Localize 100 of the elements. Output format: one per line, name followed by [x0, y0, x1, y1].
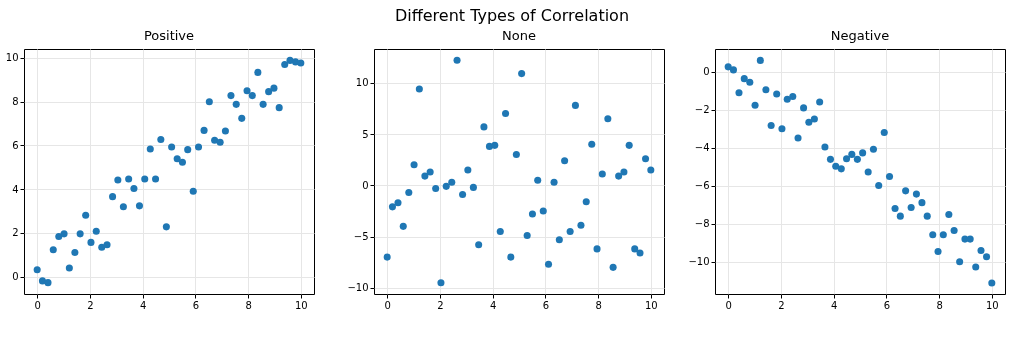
point [270, 84, 278, 92]
point [125, 175, 133, 183]
point [604, 115, 612, 123]
point [939, 231, 947, 239]
y-tick-label: −2 [694, 104, 710, 116]
point [221, 127, 229, 135]
point [49, 246, 57, 254]
point [778, 125, 786, 133]
point [988, 279, 996, 287]
point [544, 260, 553, 268]
x-tick-label: 4 [139, 299, 147, 311]
point [977, 246, 985, 255]
point [972, 263, 980, 271]
point [469, 183, 477, 191]
x-tick-label: 2 [87, 299, 94, 311]
point [800, 104, 808, 112]
point [109, 193, 117, 201]
point [826, 155, 835, 163]
point [173, 155, 181, 163]
point [399, 222, 407, 230]
point [902, 187, 910, 195]
point [232, 100, 240, 108]
point [38, 277, 46, 285]
point [636, 249, 644, 257]
point [724, 63, 732, 71]
y-tick-label: 10 [355, 77, 369, 89]
point [33, 266, 41, 274]
point [480, 123, 488, 131]
x-tick-label: 0 [384, 299, 391, 311]
point [740, 75, 748, 83]
x-tick-label: 8 [245, 299, 252, 311]
point [539, 207, 547, 215]
point [885, 172, 894, 180]
point [205, 98, 213, 106]
point [550, 178, 558, 186]
point [216, 138, 224, 146]
y-tick-label: 4 [12, 183, 19, 195]
y-tick-label: 8 [12, 96, 19, 107]
point [950, 227, 958, 235]
point [194, 143, 203, 151]
point [421, 172, 429, 180]
x-tick-label: 4 [830, 299, 838, 311]
point [832, 162, 840, 170]
point [837, 165, 845, 173]
point [71, 248, 79, 256]
point [254, 68, 262, 76]
y-tick-label: 6 [12, 139, 19, 151]
point [598, 170, 606, 178]
point [762, 86, 770, 94]
text: Different Types of Correlation [394, 6, 630, 25]
y-tick-label: 10 [5, 52, 19, 64]
point [388, 203, 396, 211]
point [912, 190, 920, 198]
point [577, 221, 585, 229]
point [891, 205, 899, 213]
point [60, 230, 68, 238]
point [119, 203, 127, 211]
x-tick-label: 6 [542, 299, 550, 311]
point [512, 151, 520, 159]
point [620, 168, 628, 176]
point [442, 182, 450, 190]
point [647, 166, 655, 174]
point [642, 155, 650, 163]
point [816, 98, 824, 106]
point [491, 141, 499, 149]
point [746, 78, 754, 86]
point [248, 92, 256, 100]
point [98, 243, 106, 251]
point [178, 158, 186, 166]
point [437, 279, 445, 287]
point [923, 212, 931, 220]
y-tick-label: −4 [694, 142, 710, 154]
y-tick-label: −10 [347, 282, 369, 294]
x-tick-label: 0 [34, 299, 41, 311]
x-tick-label: 10 [644, 299, 658, 311]
point [394, 199, 402, 207]
point [82, 211, 90, 219]
point [966, 235, 974, 243]
point [789, 92, 797, 101]
point [65, 264, 73, 272]
point [735, 89, 743, 97]
chart-title: Positive [143, 28, 195, 43]
point [152, 175, 160, 183]
point [805, 118, 813, 126]
point [625, 141, 633, 149]
point [76, 230, 84, 238]
x-tick-label: 6 [883, 299, 891, 311]
point [496, 227, 504, 235]
point [767, 122, 775, 130]
point [92, 227, 100, 235]
point [103, 241, 111, 249]
x-tick-label: 10 [294, 299, 308, 311]
point [843, 155, 851, 163]
point [528, 210, 536, 218]
point [566, 227, 574, 235]
x-tick-label: 0 [725, 299, 732, 311]
point [523, 232, 531, 240]
point [415, 85, 423, 93]
point [297, 59, 305, 67]
point [810, 115, 818, 123]
